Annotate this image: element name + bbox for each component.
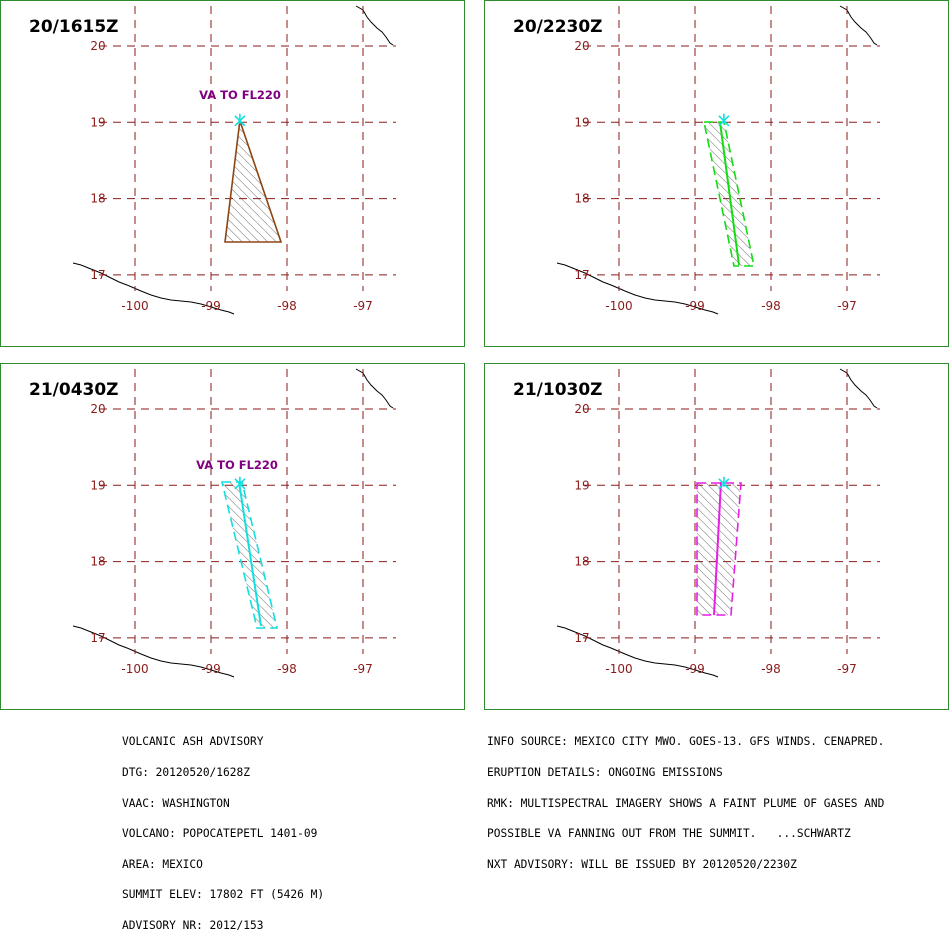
panel-time-3: 21/0430Z (29, 380, 119, 400)
lat-label: 17 (90, 631, 105, 645)
coastline (72, 262, 235, 315)
lon-label: -99 (201, 299, 221, 313)
lat-label: 17 (90, 268, 105, 282)
advisory-left-block: VOLCANIC ASH ADVISORY DTG: 20120520/1628… (122, 717, 324, 941)
coastline-ne (839, 368, 878, 409)
advisory-line: RMK: MULTISPECTRAL IMAGERY SHOWS A FAINT… (487, 796, 885, 810)
lon-label: -99 (685, 299, 705, 313)
map-panel-3: 20 19 18 17 -100 -99 -98 -97 VA TO FL220 21/0430… (0, 363, 465, 710)
lat-label: 17 (574, 268, 589, 282)
panel-time-1: 20/1615Z (29, 17, 119, 37)
advisory-right-block: INFO SOURCE: MEXICO CITY MWO. GOES-13. G… (487, 717, 884, 880)
advisory-line: ADVISORY NR: 2012/153 (122, 918, 264, 932)
flight-level-label: VA TO FL220 (196, 458, 278, 472)
advisory-line: VAAC: WASHINGTON (122, 796, 230, 810)
lon-label: -97 (837, 662, 857, 676)
map-panel-1: 20 19 18 17 -100 -99 -98 -97 VA TO FL220 20/1615… (0, 0, 465, 347)
coastline-ne (355, 368, 394, 409)
advisory-line: NXT ADVISORY: WILL BE ISSUED BY 20120520… (487, 857, 797, 871)
lon-label: -100 (605, 299, 632, 313)
ash-plume-area (224, 120, 283, 243)
lon-label: -98 (277, 662, 297, 676)
volcano-marker-icon (234, 113, 246, 127)
lat-label: 19 (574, 115, 589, 129)
lat-label: 18 (90, 192, 105, 206)
lat-label: 18 (574, 192, 589, 206)
lat-label: 20 (574, 402, 589, 416)
advisory-line: INFO SOURCE: MEXICO CITY MWO. GOES-13. G… (487, 735, 885, 749)
lat-label: 19 (90, 478, 105, 492)
advisory-line: DTG: 20120520/1628Z (122, 766, 250, 779)
advisory-line: AREA: MEXICO (122, 857, 203, 871)
lat-label: 17 (574, 631, 589, 645)
advisory-line: VOLCANIC ASH ADVISORY (122, 735, 264, 749)
plume-centerline (713, 481, 722, 616)
coastline (556, 262, 719, 315)
advisory-line: SUMMIT ELEV: 17802 FT (5426 M) (122, 888, 325, 902)
lon-label: -99 (201, 662, 221, 676)
coastline-ne (355, 5, 394, 46)
volcano-marker-icon (718, 476, 730, 490)
lat-label: 19 (90, 115, 105, 129)
coastline-ne (839, 5, 878, 46)
lon-label: -98 (761, 662, 781, 676)
lon-label: -100 (605, 662, 632, 676)
lat-label: 18 (574, 555, 589, 569)
lat-label: 20 (90, 39, 105, 53)
coastline (72, 625, 235, 678)
volcano-marker-icon (718, 113, 730, 127)
lat-label: 20 (90, 402, 105, 416)
volcano-marker-icon (234, 476, 246, 490)
lon-label: -98 (761, 299, 781, 313)
flight-level-label: VA TO FL220 (199, 88, 281, 102)
panel-time-2: 20/2230Z (513, 17, 603, 37)
coastline (556, 625, 719, 678)
advisory-line: VOLCANO: POPOCATEPETL 1401-09 (122, 827, 318, 841)
plume-centerline (238, 481, 262, 627)
lon-label: -97 (353, 662, 373, 676)
panel-time-4: 21/1030Z (513, 380, 603, 400)
lon-label: -97 (353, 299, 373, 313)
lon-label: -98 (277, 299, 297, 313)
lon-label: -99 (685, 662, 705, 676)
map-canvas-3: 20 19 18 17 -100 -99 -98 -97 VA TO FL220 (72, 368, 396, 678)
lat-label: 20 (574, 39, 589, 53)
map-canvas-1: 20 19 18 17 -100 -99 -98 -97 VA TO FL220 (72, 5, 396, 315)
lon-label: -100 (121, 299, 148, 313)
lat-label: 19 (574, 478, 589, 492)
ash-plume-area (696, 482, 742, 616)
lat-label: 18 (90, 555, 105, 569)
plume-centerline (719, 121, 740, 266)
advisory-line: ERUPTION DETAILS: ONGOING EMISSIONS (487, 766, 723, 779)
lon-label: -97 (837, 299, 857, 313)
advisory-line: POSSIBLE VA FANNING OUT FROM THE SUMMIT.… (487, 827, 851, 841)
lon-label: -100 (121, 662, 148, 676)
